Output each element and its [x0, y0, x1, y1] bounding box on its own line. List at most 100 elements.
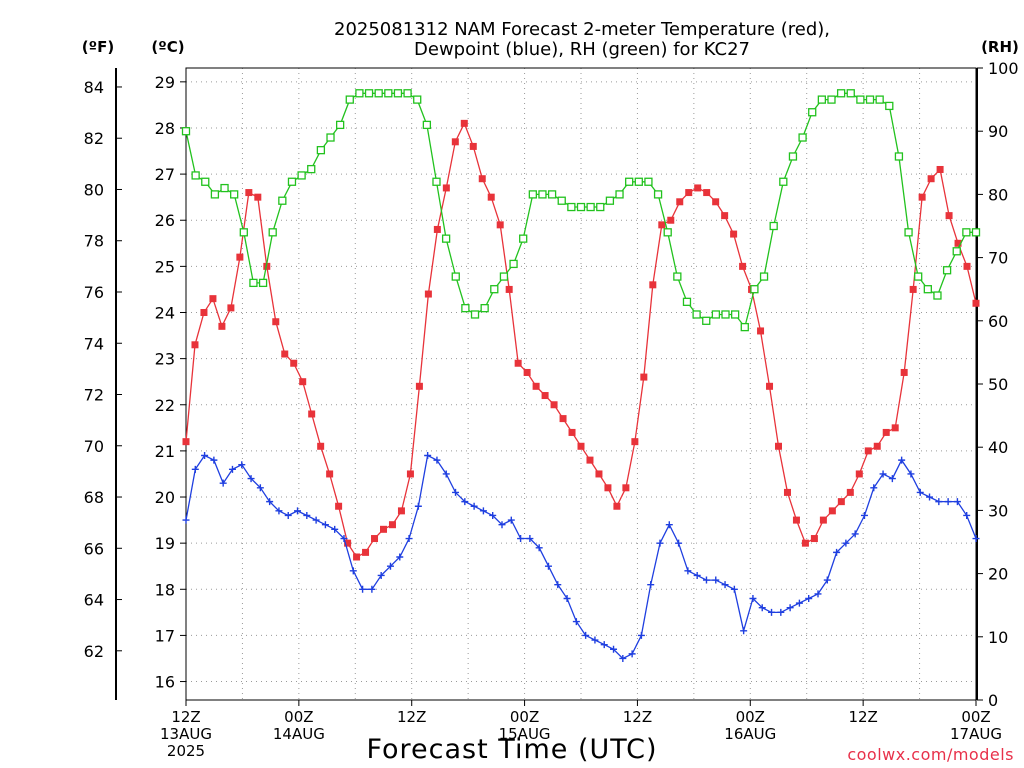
- temperature-point: [757, 327, 765, 335]
- rh-point: [547, 190, 557, 199]
- temperature-point: [775, 442, 782, 450]
- dewpoint-point: [963, 511, 971, 519]
- dewpoint-point: [600, 641, 608, 649]
- dewpoint-point: [303, 511, 311, 519]
- temperature-point: [936, 165, 944, 173]
- rh-point: [798, 133, 807, 142]
- dewpoint-point: [507, 516, 515, 524]
- fahrenheit-tick-label: 84: [84, 78, 104, 97]
- fahrenheit-tick-label: 74: [84, 334, 104, 353]
- rh-point: [894, 152, 904, 161]
- dewpoint-point: [554, 581, 562, 589]
- dewpoint-point: [479, 507, 487, 515]
- rh-point: [499, 272, 509, 281]
- x-tick-label: 16AUG: [724, 725, 776, 743]
- temperature-point: [694, 184, 702, 192]
- rh-point: [730, 310, 740, 319]
- dewpoint-point: [907, 470, 915, 478]
- celsius-tick-label: 19: [155, 534, 175, 553]
- temperature-point: [433, 225, 441, 233]
- rh-point: [605, 196, 615, 205]
- temperature-point: [810, 535, 818, 543]
- fahrenheit-unit-label: (ºF): [82, 38, 114, 56]
- x-tick-label: 00Z: [510, 708, 539, 726]
- temperature-point: [496, 221, 504, 229]
- rh-point: [836, 89, 846, 98]
- rh-point: [914, 272, 923, 281]
- temperature-point: [299, 378, 307, 386]
- rh-point: [509, 259, 518, 269]
- temperature-point: [415, 382, 423, 390]
- dewpoint-point: [628, 650, 636, 658]
- temperature-point: [577, 442, 585, 450]
- rh-point: [335, 120, 345, 130]
- rh-point: [769, 221, 778, 231]
- rh-point: [692, 310, 701, 319]
- rh-point: [413, 95, 422, 104]
- temperature-point: [326, 470, 334, 478]
- dewpoint-point: [842, 539, 850, 547]
- temperature-point: [613, 502, 621, 510]
- fahrenheit-tick-label: 66: [84, 539, 104, 558]
- temperature-point: [388, 521, 396, 529]
- dewpoint-point: [238, 461, 246, 469]
- temperature-point: [335, 502, 343, 510]
- dewpoint-point: [321, 521, 329, 529]
- rh-point: [750, 285, 759, 294]
- rh-tick-label: 90: [988, 122, 1008, 141]
- x-tick-label: 15AUG: [499, 725, 551, 743]
- dewpoint-point: [247, 475, 255, 483]
- dewpoint-point: [619, 654, 627, 662]
- temperature-point: [712, 198, 720, 206]
- rh-point: [374, 89, 383, 98]
- rh-point: [480, 304, 489, 313]
- dewpoint-point: [256, 484, 264, 492]
- dewpoint-point: [879, 470, 887, 478]
- series-layer: [181, 89, 981, 662]
- celsius-tick-label: 28: [155, 119, 175, 138]
- x-tick-label: 12Z: [397, 708, 426, 726]
- rh-point: [557, 196, 566, 205]
- dewpoint-point: [284, 511, 292, 519]
- temperature-point: [478, 175, 486, 183]
- rh-tick-label: 20: [988, 565, 1008, 584]
- temperature-point: [424, 290, 432, 298]
- x-tick-label: 17AUG: [950, 725, 1002, 743]
- temperature-point: [406, 470, 414, 478]
- dewpoint-point: [702, 576, 710, 584]
- rh-point: [364, 89, 374, 98]
- x-tick-label: 12Z: [171, 708, 200, 726]
- temperature-point: [469, 142, 477, 150]
- dewpoint-point: [693, 571, 701, 579]
- dewpoint-point: [424, 452, 432, 460]
- rh-point: [422, 120, 432, 130]
- temperature-point: [828, 507, 836, 515]
- dewpoint-point: [916, 488, 924, 496]
- x-tick-label: 14AUG: [273, 725, 325, 743]
- dewpoint-point: [860, 511, 868, 519]
- dewpoint-point: [452, 488, 460, 496]
- celsius-tick-label: 23: [155, 350, 175, 369]
- rh-point: [393, 89, 403, 98]
- chart-title-line2: Dewpoint (blue), RH (green) for KC27: [414, 39, 750, 60]
- temperature-point: [317, 442, 325, 450]
- fahrenheit-tick-label: 68: [84, 488, 104, 507]
- temperature-point: [873, 442, 881, 450]
- dewpoint-point: [228, 465, 236, 473]
- rh-point: [355, 89, 364, 98]
- dewpoint-point: [582, 631, 590, 639]
- rh-point: [875, 95, 884, 104]
- rh-point: [865, 95, 875, 104]
- dewpoint-point: [888, 475, 896, 483]
- temperature-point: [954, 239, 962, 247]
- celsius-tick-label: 25: [155, 257, 175, 276]
- dewpoint-point: [368, 585, 376, 593]
- rh-point: [519, 234, 528, 243]
- dewpoint-point: [294, 507, 302, 515]
- fahrenheit-tick-label: 76: [84, 283, 104, 302]
- dewpoint-point: [953, 498, 961, 506]
- temperature-point: [236, 253, 244, 261]
- rh-point: [702, 316, 711, 325]
- dewpoint-point: [182, 516, 190, 524]
- temperature-point: [900, 368, 908, 376]
